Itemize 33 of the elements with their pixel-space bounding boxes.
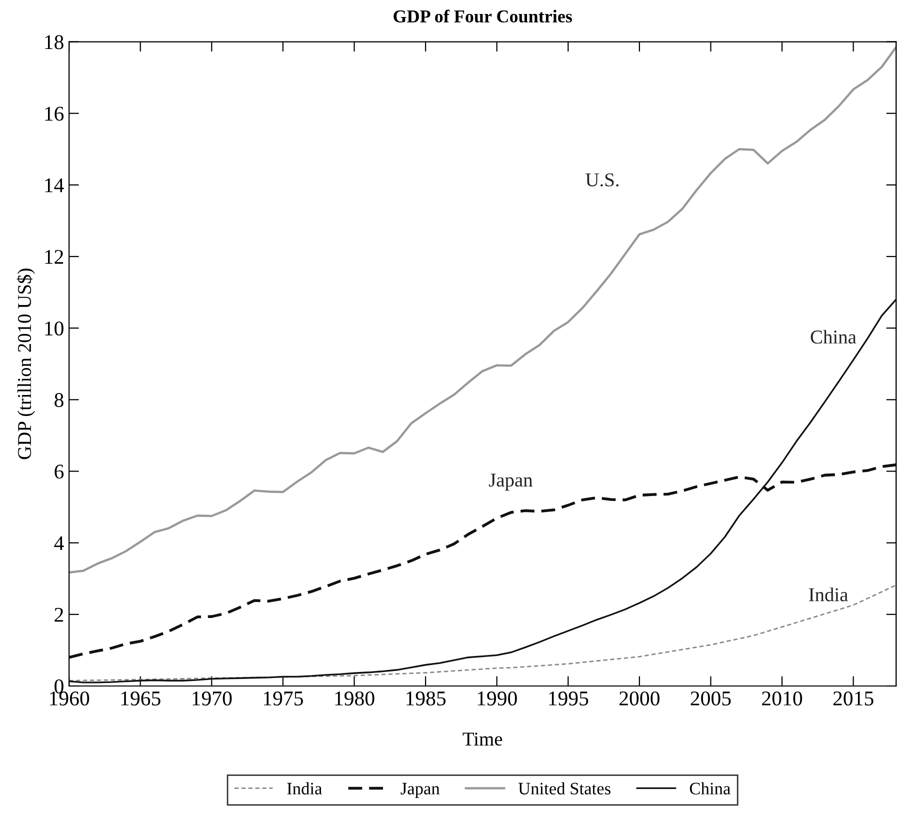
legend-label: China [690,782,730,794]
y-tick-label: 4 [54,536,64,550]
legend-label: United States [518,782,610,794]
y-tick-label: 12 [45,250,64,264]
y-tick-label: 14 [45,178,64,192]
x-tick-label: 1975 [264,692,303,706]
x-tick-label: 1985 [406,691,446,706]
chart-title: GDP of Four Countries [394,10,572,23]
x-tick-label: 1980 [335,691,374,706]
y-tick-label: 6 [54,464,64,479]
annotation: China [810,330,856,344]
x-axis-title: Time [462,732,502,746]
x-tick-label: 1990 [478,691,517,706]
y-tick-label: 8 [54,393,64,408]
x-tick-label: 2010 [762,691,802,706]
x-tick-label: 2000 [620,691,660,706]
y-tick-label: 10 [45,321,64,336]
legend-label: Japan [400,782,440,798]
annotation: Japan [488,474,533,491]
y-axis-title: GDP (trillion 2010 US$) [16,268,36,460]
x-tick-label: 1970 [192,691,232,706]
x-tick-label: 1960 [50,691,90,706]
x-tick-label: 2015 [833,691,874,706]
x-tick-label: 2005 [690,691,731,706]
annotation: India [809,588,848,602]
legend-label: India [287,782,322,794]
y-tick-label: 0 [54,679,64,694]
y-tick-label: 16 [45,106,64,121]
y-tick-label: 18 [45,35,64,50]
annotation: U.S. [586,173,619,187]
x-tick-label: 1965 [121,692,160,706]
x-tick-label: 1995 [549,692,588,706]
y-tick-label: 2 [54,608,64,622]
